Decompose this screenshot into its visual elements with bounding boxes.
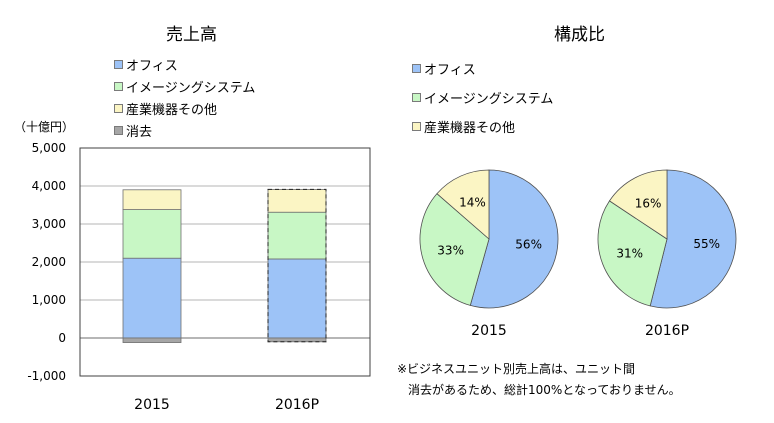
pie-data-label: 55% bbox=[693, 237, 720, 251]
legend-label: 産業機器その他 bbox=[424, 121, 516, 136]
y-tick-label: 2,000 bbox=[32, 255, 66, 269]
legend-label: 消去 bbox=[126, 125, 153, 140]
bar-legend-item-elimination: 消去 bbox=[114, 121, 152, 140]
pie-data-label: 31% bbox=[616, 246, 643, 260]
pie-data-label: 33% bbox=[437, 243, 464, 257]
legend-label: イメージングシステム bbox=[126, 81, 256, 96]
bar-legend-item-office: オフィス bbox=[114, 55, 178, 74]
legend-label: 産業機器その他 bbox=[126, 103, 218, 118]
bar-segment-elimination bbox=[122, 337, 182, 343]
bar-segment-office bbox=[122, 257, 182, 339]
bar-segment-elimination bbox=[267, 337, 327, 343]
y-tick-label: -1,000 bbox=[27, 369, 66, 383]
footnote-line-1: ※ビジネスユニット別売上高は、ユニット間 bbox=[397, 362, 636, 376]
legend-label: オフィス bbox=[126, 59, 178, 74]
pie-legend-item-imaging: イメージングシステム bbox=[412, 88, 553, 107]
pie-legend-item-industrial: 産業機器その他 bbox=[412, 117, 515, 136]
pie-year-label: 2016P bbox=[645, 323, 689, 339]
pie-data-label: 14% bbox=[459, 196, 486, 210]
bar-segment-imaging bbox=[267, 211, 327, 260]
legend-swatch-industrial bbox=[412, 122, 421, 131]
pie-slice-imaging bbox=[597, 200, 668, 307]
y-tick-label: 4,000 bbox=[32, 179, 66, 193]
bar-segment-office bbox=[267, 258, 327, 339]
bar-chart-title: 売上高 bbox=[166, 25, 217, 45]
y-tick-label: 0 bbox=[58, 331, 66, 345]
pie-slice-industrial bbox=[608, 169, 668, 240]
legend-swatch-office bbox=[412, 64, 421, 73]
legend-swatch-office bbox=[114, 60, 123, 69]
pie-year-label: 2015 bbox=[471, 323, 507, 339]
y-tick-label: 3,000 bbox=[32, 217, 66, 231]
pie-slice-office bbox=[649, 169, 737, 309]
bar-segment-industrial bbox=[267, 189, 327, 213]
forecast-dashed-outline bbox=[267, 188, 327, 343]
pie-slice-imaging bbox=[419, 193, 490, 306]
bar-legend-item-imaging: イメージングシステム bbox=[114, 77, 255, 96]
bar-segment-industrial bbox=[122, 189, 182, 210]
pie-charts: 56% 33% 14% 2015 55% 31% 16% 2016P bbox=[419, 169, 737, 339]
bar-segment-imaging bbox=[122, 209, 182, 259]
footnote-line-2: 消去があるため、総計100%となっておりません。 bbox=[408, 383, 681, 397]
bar-legend-item-industrial: 産業機器その他 bbox=[114, 99, 217, 118]
pie-data-label: 16% bbox=[635, 197, 662, 211]
pie-slice-industrial bbox=[436, 169, 490, 240]
legend-swatch-imaging bbox=[412, 93, 421, 102]
pie-legend-item-office: オフィス bbox=[412, 59, 476, 78]
x-tick-label: 2015 bbox=[134, 397, 170, 413]
x-tick-label: 2016P bbox=[275, 397, 319, 413]
legend-swatch-imaging bbox=[114, 82, 123, 91]
legend-label: オフィス bbox=[424, 63, 476, 78]
bar-chart: -1,000 0 1,000 2,000 3,000 4,000 5,000 2015 2016… bbox=[27, 141, 371, 413]
legend-swatch-elimination bbox=[114, 126, 123, 135]
legend-label: イメージングシステム bbox=[424, 92, 554, 107]
pie-data-label: 56% bbox=[515, 237, 542, 251]
plot-area-border bbox=[79, 147, 371, 377]
y-tick-label: 1,000 bbox=[32, 293, 66, 307]
y-tick-label: 5,000 bbox=[32, 141, 66, 155]
pie-chart-title: 構成比 bbox=[554, 25, 605, 45]
y-axis-unit-label: （十億円） bbox=[14, 120, 75, 134]
legend-swatch-industrial bbox=[114, 104, 123, 113]
pie-slice-office bbox=[469, 169, 559, 309]
